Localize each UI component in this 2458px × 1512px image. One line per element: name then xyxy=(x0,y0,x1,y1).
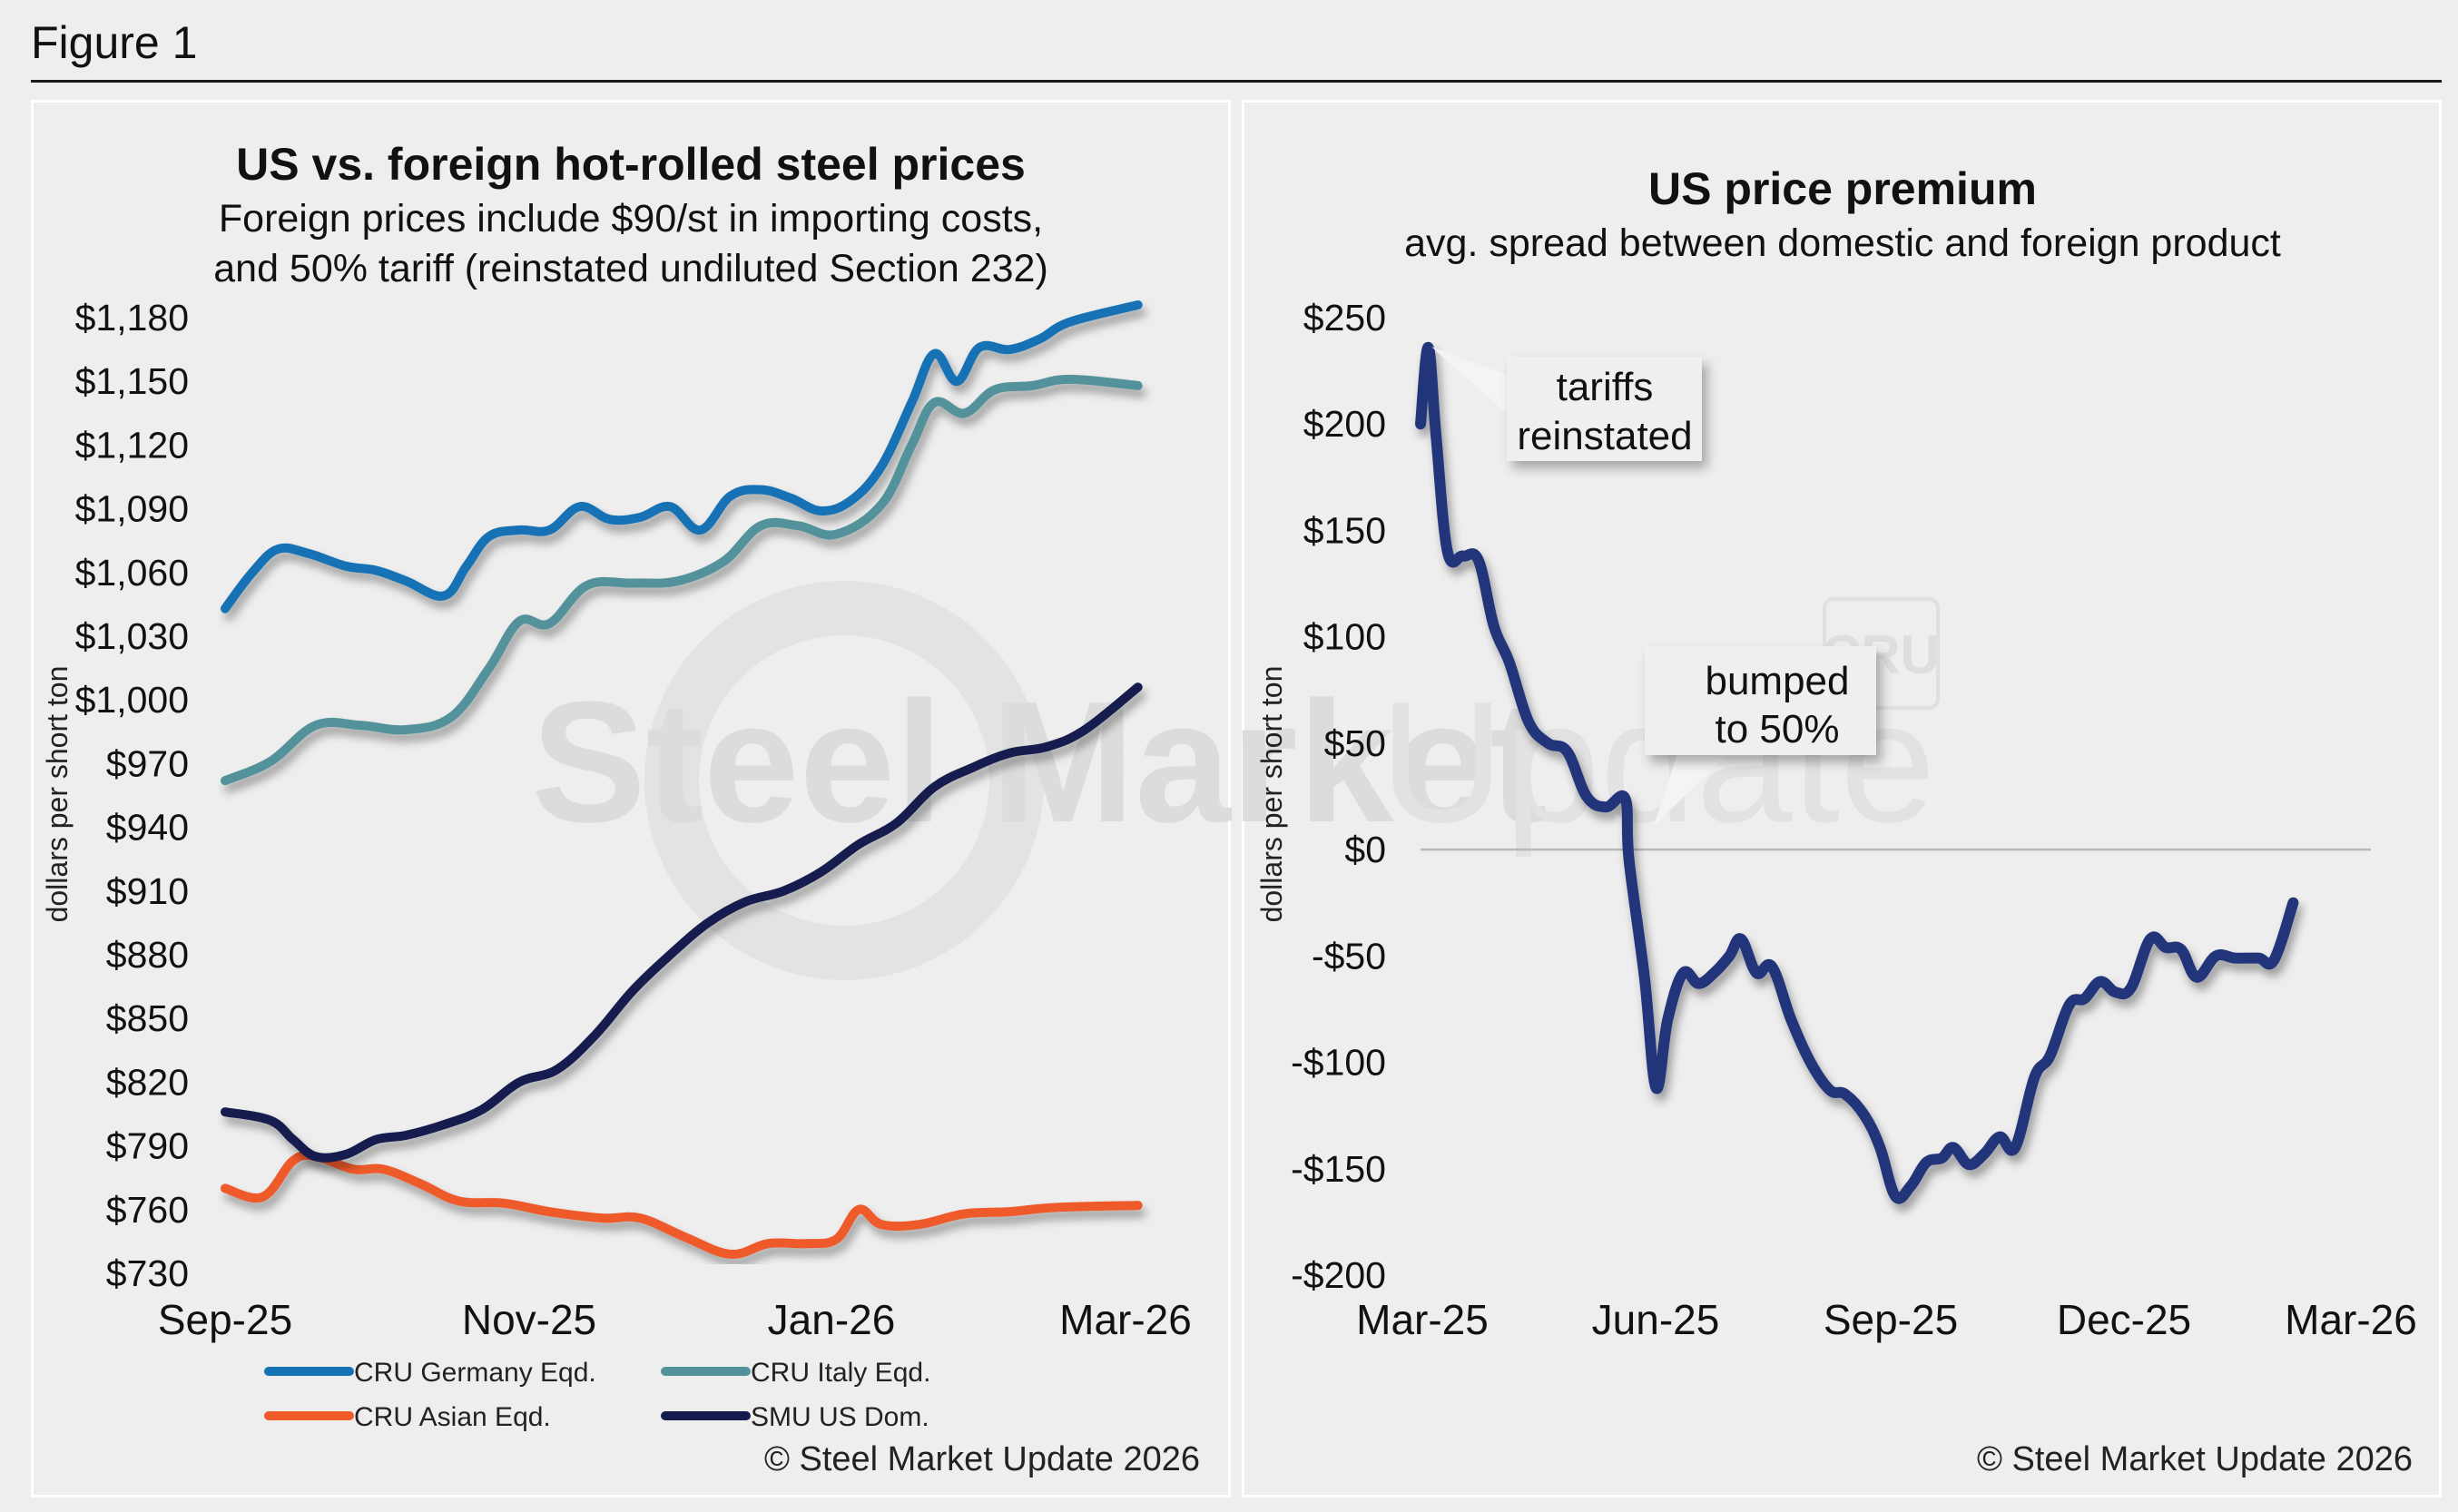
y-tick-label: $1,030 xyxy=(75,615,189,657)
annotation-tariffs-reinstated: tariffs reinstated xyxy=(1431,347,1702,461)
y-tick-label: $790 xyxy=(106,1125,189,1167)
legend-label-italy: CRU Italy Eqd. xyxy=(751,1358,930,1388)
y-tick-label: $1,150 xyxy=(75,360,189,402)
y-tick-label: $730 xyxy=(106,1252,189,1294)
y-tick-label: -$200 xyxy=(1291,1254,1386,1296)
y-tick-label: $1,180 xyxy=(75,297,189,339)
series-line-cru-asian-eqd xyxy=(221,1150,1143,1259)
y-tick-label: $820 xyxy=(106,1061,189,1103)
right-y-axis-label: dollars per short ton xyxy=(1255,666,1288,923)
annotation-line-1: bumped xyxy=(1705,659,1849,703)
watermark-bold-text: Steel Market xyxy=(531,666,1547,859)
annotation-line-2: to 50% xyxy=(1716,707,1840,751)
watermark-ring xyxy=(644,581,1044,980)
left-chart: US vs. foreign hot-rolled steel prices F… xyxy=(41,139,1200,1478)
right-chart: US price premium avg. spread between dom… xyxy=(1255,163,2417,1478)
y-tick-label: $1,000 xyxy=(75,679,189,721)
right-y-ticks: $250 $200 $150 $100 $50 $0 -$50 -$100 -$150 -$200 xyxy=(1291,297,1386,1296)
annotation-box xyxy=(1507,357,1702,461)
left-copyright: © Steel Market Update 2026 xyxy=(764,1440,1200,1478)
right-chart-subtitle: avg. spread between domestic and foreign… xyxy=(1404,221,2281,265)
y-tick-label: $50 xyxy=(1324,722,1386,764)
y-tick-label: $880 xyxy=(106,934,189,976)
x-tick-label: Sep-25 xyxy=(1824,1296,1958,1343)
left-chart-subtitle-1: Foreign prices include $90/st in importi… xyxy=(219,197,1043,241)
y-tick-label: $0 xyxy=(1344,829,1386,870)
y-tick-label: $850 xyxy=(106,997,189,1039)
x-tick-label: Mar-25 xyxy=(1356,1296,1489,1343)
right-panel xyxy=(1242,100,2442,1497)
annotations: tariffs reinstated bumped to 50% xyxy=(1431,347,1876,826)
right-copyright: © Steel Market Update 2026 xyxy=(1977,1440,2413,1478)
x-tick-label: Jun-25 xyxy=(1592,1296,1720,1343)
y-tick-label: $760 xyxy=(106,1189,189,1231)
annotation-line-1: tariffs xyxy=(1557,365,1654,409)
legend-label-smu: SMU US Dom. xyxy=(751,1402,929,1432)
y-tick-label: $100 xyxy=(1303,616,1386,658)
series-line-cru-germany-eqd xyxy=(221,299,1143,614)
annotation-box xyxy=(1645,646,1876,755)
x-tick-label: Jan-26 xyxy=(768,1296,896,1343)
annotation-line-2: reinstated xyxy=(1517,414,1692,458)
annotation-pointer xyxy=(1431,347,1511,417)
y-tick-label: $1,090 xyxy=(75,488,189,530)
x-tick-label: Nov-25 xyxy=(462,1296,596,1343)
left-chart-title: US vs. foreign hot-rolled steel prices xyxy=(236,139,1026,190)
y-tick-label: $200 xyxy=(1303,403,1386,445)
series-line-us-price-premium xyxy=(1415,341,2299,1204)
left-x-ticks: Sep-25 Nov-25 Jan-26 Mar-26 xyxy=(158,1296,1192,1343)
x-tick-label: Mar-26 xyxy=(1059,1296,1192,1343)
legend-label-asian: CRU Asian Eqd. xyxy=(354,1402,551,1432)
right-x-ticks: Mar-25 Jun-25 Sep-25 Dec-25 Mar-26 xyxy=(1356,1296,2417,1343)
y-tick-label: $1,120 xyxy=(75,424,189,466)
y-tick-label: -$50 xyxy=(1312,935,1386,977)
y-tick-label: $910 xyxy=(106,870,189,912)
series-line-smu-us-dom xyxy=(221,682,1143,1163)
y-tick-label: $250 xyxy=(1303,297,1386,339)
y-tick-label: $940 xyxy=(106,807,189,849)
left-y-ticks: $1,180 $1,150 $1,120 $1,090 $1,060 $1,030 $1,0… xyxy=(75,297,189,1294)
annotation-bumped-to-50: bumped to 50% xyxy=(1645,646,1876,826)
x-tick-label: Mar-26 xyxy=(2285,1296,2417,1343)
right-series xyxy=(1415,341,2299,1204)
series-line-cru-italy-eqd xyxy=(221,374,1143,786)
left-series xyxy=(221,299,1143,1259)
y-tick-label: $1,060 xyxy=(75,552,189,594)
left-chart-subtitle-2: and 50% tariff (reinstated undiluted Sec… xyxy=(213,247,1048,290)
legend-label-germany: CRU Germany Eqd. xyxy=(354,1358,596,1388)
figure-title: Figure 1 xyxy=(31,17,198,68)
x-tick-label: Sep-25 xyxy=(158,1296,292,1343)
y-tick-label: $970 xyxy=(106,742,189,784)
legend: CRU Germany Eqd. CRU Italy Eqd. CRU Asia… xyxy=(264,1358,930,1432)
y-tick-label: -$150 xyxy=(1291,1148,1386,1190)
y-tick-label: -$100 xyxy=(1291,1042,1386,1084)
x-tick-label: Dec-25 xyxy=(2057,1296,2191,1343)
title-rule xyxy=(31,80,2442,83)
y-tick-label: $150 xyxy=(1303,509,1386,551)
left-y-axis-label: dollars per short ton xyxy=(41,666,74,923)
right-chart-title: US price premium xyxy=(1648,163,2037,214)
